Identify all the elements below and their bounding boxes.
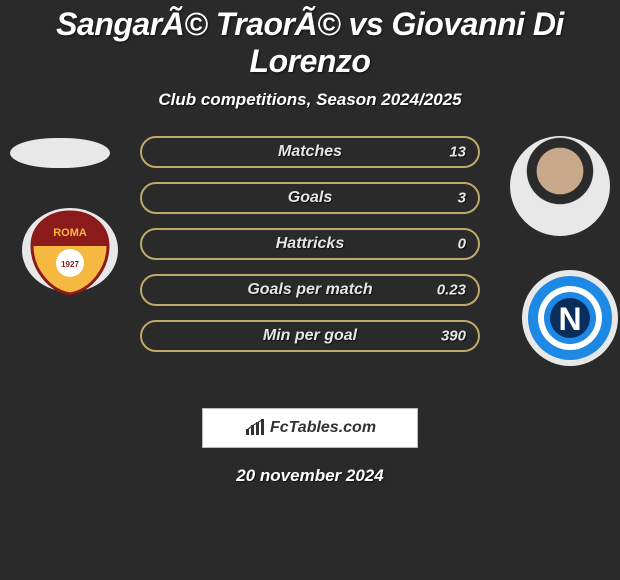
player-right-avatar [510, 136, 610, 236]
stat-label: Matches [142, 143, 478, 161]
stat-value: 0 [458, 236, 466, 253]
comparison-subtitle: Club competitions, Season 2024/2025 [0, 90, 620, 110]
stat-label: Min per goal [142, 327, 478, 345]
stat-value: 0.23 [437, 282, 466, 299]
stat-row-goals: Goals 3 [140, 182, 480, 214]
stat-row-matches: Matches 13 [140, 136, 480, 168]
brand-chart-icon [244, 419, 266, 437]
svg-text:N: N [558, 301, 581, 337]
stat-value: 390 [441, 328, 466, 345]
comparison-title: SangarÃ© TraorÃ© vs Giovanni Di Lorenzo [0, 0, 620, 80]
comparison-date: 20 november 2024 [0, 466, 620, 486]
club-crest-left: ROMA 1927 [20, 208, 120, 298]
club-crest-right: N [520, 268, 620, 368]
stat-value: 3 [458, 190, 466, 207]
club-year: 1927 [61, 260, 79, 269]
stat-label: Goals [142, 189, 478, 207]
stat-label: Hattricks [142, 235, 478, 253]
stat-row-min-per-goal: Min per goal 390 [140, 320, 480, 352]
stats-container: Matches 13 Goals 3 Hattricks 0 Goals per… [140, 136, 480, 366]
stat-row-goals-per-match: Goals per match 0.23 [140, 274, 480, 306]
brand-text: FcTables.com [270, 419, 376, 437]
stat-label: Goals per match [142, 281, 478, 299]
stat-row-hattricks: Hattricks 0 [140, 228, 480, 260]
brand-box: FcTables.com [202, 408, 418, 448]
svg-text:ROMA: ROMA [53, 227, 87, 239]
stat-value: 13 [449, 144, 466, 161]
player-left-placeholder [10, 138, 110, 168]
main-area: ROMA 1927 N Matches 13 Goals 3 Hattricks… [0, 138, 620, 398]
